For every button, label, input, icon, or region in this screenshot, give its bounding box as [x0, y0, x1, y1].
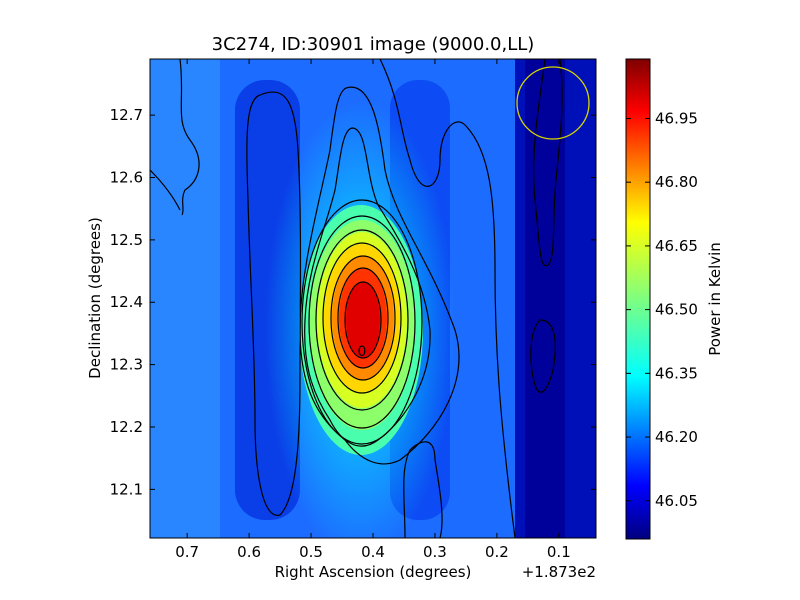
y-tick-label: 12.3: [110, 356, 143, 374]
contour-lines: [150, 59, 563, 538]
colorbar-tick-label: 46.65: [655, 237, 698, 255]
x-tick-label: 0.7: [175, 543, 199, 561]
y-tick-label: 12.1: [110, 480, 143, 498]
y-tick-label: 12.7: [110, 106, 143, 124]
y-axis-label: Declination (degrees): [86, 217, 104, 379]
colorbar-gradient: [625, 58, 651, 540]
y-tick-label: 12.6: [110, 169, 143, 187]
x-axis-label: Right Ascension (degrees): [275, 563, 472, 581]
colorbar-tick-label: 46.50: [655, 301, 698, 319]
x-tick-label: 0.5: [299, 543, 323, 561]
beam-circle: [516, 66, 590, 140]
band-left: [150, 59, 220, 538]
x-tick-label: 0.2: [485, 543, 509, 561]
chart-title: 3C274, ID:30901 image (9000.0,LL): [212, 34, 535, 55]
colorbar-tick-label: 46.95: [655, 109, 698, 127]
x-tick-label: 0.3: [423, 543, 447, 561]
colorbar-label: Power in Kelvin: [706, 242, 724, 356]
x-axis: 0.7 0.6 0.5 0.4 0.3 0.2 0.1: [175, 59, 571, 561]
x-tick-label: 0.4: [361, 543, 385, 561]
x-axis-offset: +1.873e2: [522, 563, 596, 581]
colorbar-tick-label: 46.20: [655, 428, 698, 446]
y-tick-label: 12.4: [110, 293, 143, 311]
x-tick-label: 0.6: [237, 543, 261, 561]
colorbar: 46.05 46.20 46.35 46.50 46.65 46.80 46.95 Powe…: [625, 58, 724, 540]
source-level-7: [346, 282, 380, 358]
colorbar-tick-label: 46.05: [655, 492, 698, 510]
colorbar-ticks: 46.05 46.20 46.35 46.50 46.65 46.80 46.95: [626, 109, 698, 510]
heatmap-plot: 0: [150, 59, 596, 538]
peak-label: 0: [358, 344, 367, 360]
y-tick-label: 12.5: [110, 231, 143, 249]
colorbar-tick-label: 46.80: [655, 173, 698, 191]
colorbar-tick-label: 46.35: [655, 364, 698, 382]
x-tick-label: 0.1: [547, 543, 571, 561]
y-axis: 12.1 12.2 12.3 12.4 12.5 12.6 12.7: [110, 106, 596, 498]
y-tick-label: 12.2: [110, 418, 143, 436]
